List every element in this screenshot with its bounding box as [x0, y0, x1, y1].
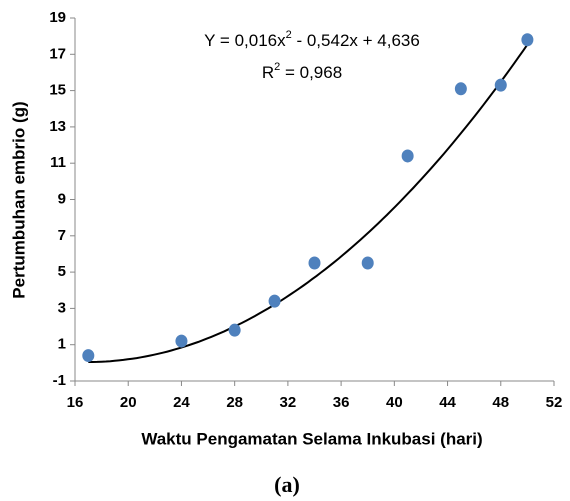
equation-exponent: 2: [286, 29, 292, 41]
y-tick-label: 1: [58, 336, 66, 353]
r-squared-part: = 0,968: [280, 63, 342, 82]
y-tick-label: 5: [58, 263, 66, 280]
y-tick-label: 17: [49, 45, 66, 62]
y-tick-label: 15: [49, 82, 66, 99]
x-tick-label: 32: [280, 394, 297, 411]
point: [401, 149, 414, 163]
x-tick-label: 40: [386, 394, 403, 411]
x-tick-label: 36: [333, 394, 350, 411]
y-tick-label: 13: [49, 118, 66, 135]
r-squared: R2 = 0,968: [262, 61, 342, 83]
x-tick-label: 44: [439, 394, 456, 411]
trendline: [88, 44, 529, 363]
y-tick-label: 19: [49, 9, 66, 26]
point: [361, 256, 374, 270]
y-tick-label: 9: [58, 190, 66, 207]
x-tick-label: 52: [546, 394, 563, 411]
point: [268, 294, 281, 308]
x-tick-label: 48: [492, 394, 509, 411]
r-squared-exponent: 2: [274, 61, 280, 73]
x-tick-label: 20: [120, 394, 137, 411]
caption: (a): [274, 472, 300, 497]
point: [521, 33, 534, 47]
y-axis-title: Pertumbuhan embrio (g): [9, 101, 28, 298]
y-tick-label: 11: [50, 154, 66, 171]
point: [308, 256, 321, 270]
x-axis-title: Waktu Pengamatan Selama Inkubasi (hari): [141, 429, 482, 448]
point: [454, 82, 467, 96]
r-squared-part: R: [262, 63, 274, 82]
x-tick-label: 28: [226, 394, 243, 411]
point: [228, 323, 241, 337]
equation: Y = 0,016x2 - 0,542x + 4,636: [204, 29, 420, 51]
point: [494, 78, 507, 92]
point: [175, 334, 188, 348]
point: [82, 349, 95, 363]
x-tick-label: 16: [67, 394, 84, 411]
y-tick-label: 7: [58, 227, 66, 244]
equation-part: Y = 0,016x: [204, 31, 286, 50]
x-tick-label: 24: [173, 394, 190, 411]
y-tick-label: 3: [58, 299, 66, 316]
equation-part: - 0,542x + 4,636: [292, 31, 420, 50]
y-tick-label: -1: [53, 372, 66, 389]
